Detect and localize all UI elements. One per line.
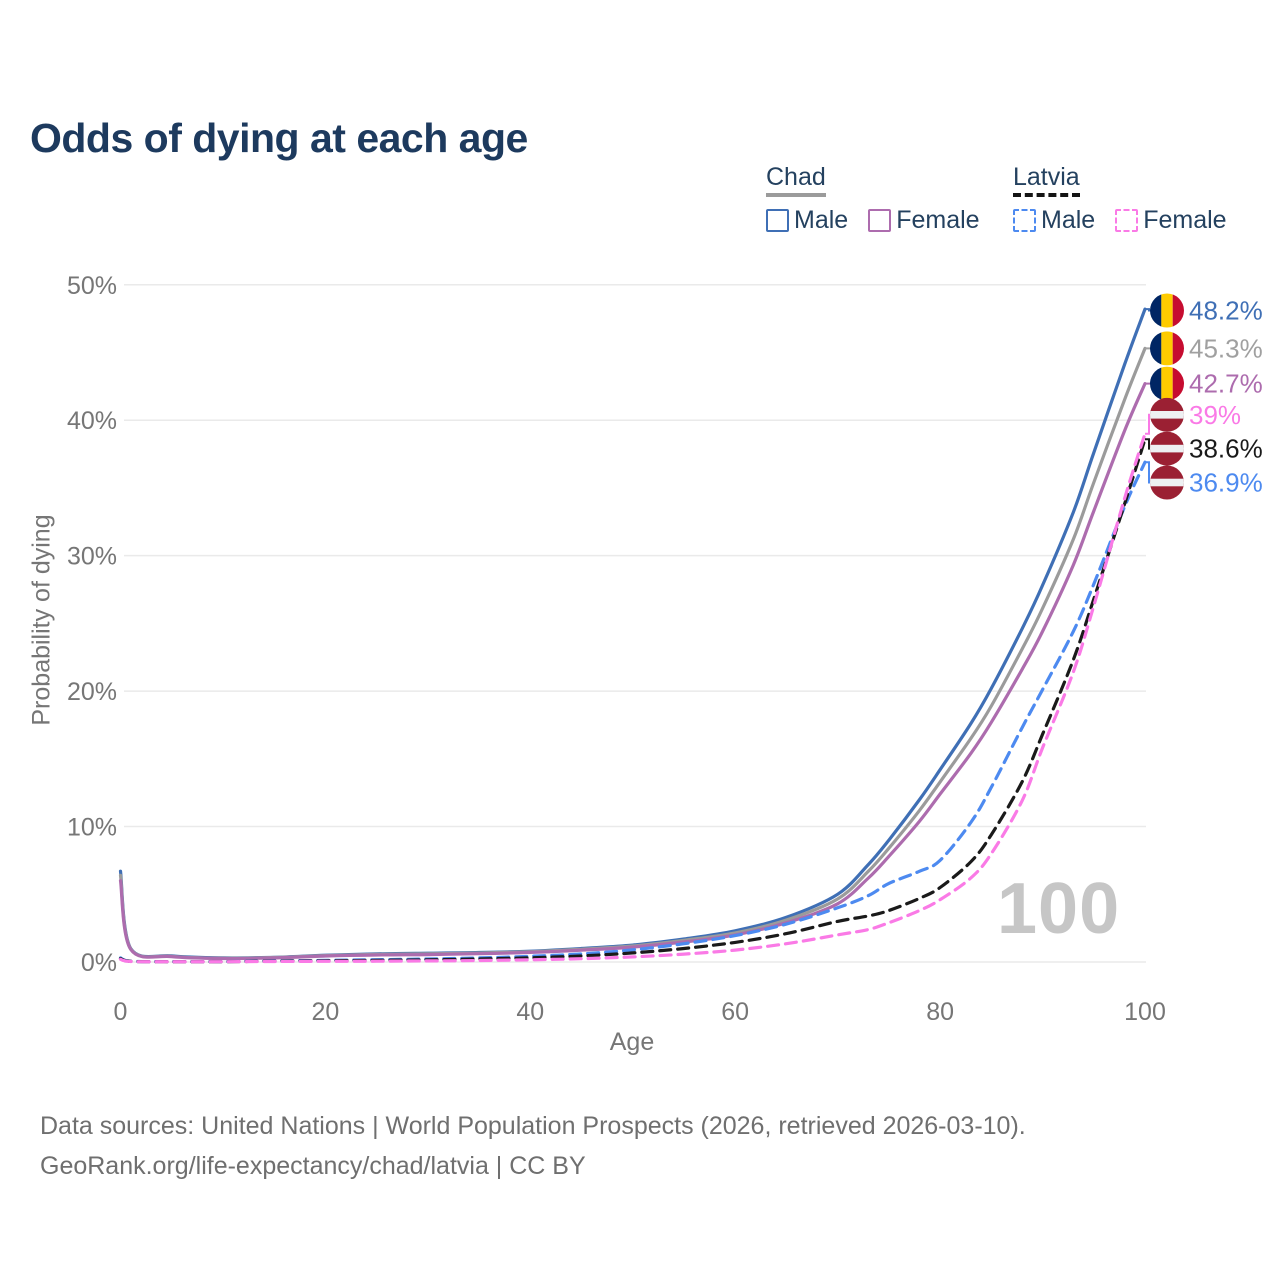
age-counter-watermark: 100	[997, 869, 1121, 949]
end-value-label: 38.6%	[1189, 434, 1263, 464]
legend-item-chad-female[interactable]: Female	[868, 206, 980, 235]
end-value-label: 39%	[1189, 400, 1241, 430]
legend-item-latvia-female[interactable]: Female	[1115, 206, 1227, 235]
x-tick-label: 40	[516, 998, 544, 1026]
x-axis-title: Age	[609, 1028, 655, 1056]
chad-flag-icon	[1150, 366, 1184, 401]
latvia-flag-icon	[1150, 397, 1184, 432]
y-tick-label: 30%	[67, 543, 117, 571]
x-tick-label: 20	[311, 998, 339, 1026]
end-value-label: 36.9%	[1189, 468, 1263, 498]
legend-group-chad: Chad Male Female	[766, 163, 980, 235]
latvia-female-swatch-icon	[1115, 209, 1139, 232]
latvia-flag-icon	[1150, 465, 1184, 500]
chad-male-swatch-icon	[766, 209, 789, 232]
series-line-chad-female	[118, 382, 1147, 961]
y-tick-label: 50%	[67, 272, 117, 300]
legend-label: Male	[794, 206, 849, 234]
series-line-latvia-both-sexes	[118, 437, 1147, 964]
end-value-label: 48.2%	[1189, 295, 1263, 325]
y-tick-label: 10%	[67, 814, 117, 842]
legend-country-chad[interactable]: Chad	[766, 163, 826, 197]
series-line-chad-both-sexes	[118, 346, 1147, 960]
chad-flag-icon	[1150, 331, 1184, 366]
end-value-label: 45.3%	[1189, 333, 1263, 363]
series-line-latvia-male	[118, 460, 1147, 964]
footer-data-sources: Data sources: United Nations | World Pop…	[40, 1112, 1026, 1140]
footer-attribution: GeoRank.org/life-expectancy/chad/latvia …	[40, 1152, 586, 1180]
x-tick-label: 0	[114, 998, 128, 1026]
y-tick-label: 0%	[81, 949, 117, 977]
x-tick-label: 100	[1124, 998, 1166, 1026]
series-line-chad-male	[118, 307, 1147, 960]
series-line-latvia-female	[118, 432, 1147, 964]
x-tick-label: 60	[721, 998, 749, 1026]
chad-flag-icon	[1150, 293, 1184, 328]
y-axis-title: Probability of dying	[27, 514, 56, 726]
legend-item-chad-male[interactable]: Male	[766, 206, 848, 235]
y-tick-label: 40%	[67, 407, 117, 435]
x-tick-label: 80	[926, 998, 954, 1026]
footer: Data sources: United Nations | World Pop…	[40, 1106, 1026, 1186]
legend-label: Female	[896, 206, 980, 234]
legend-label: Male	[1041, 206, 1096, 234]
legend-label: Female	[1143, 206, 1227, 234]
y-tick-label: 20%	[67, 678, 117, 706]
legend-item-latvia-male[interactable]: Male	[1013, 206, 1095, 235]
latvia-male-swatch-icon	[1013, 209, 1036, 232]
chad-female-swatch-icon	[868, 209, 892, 232]
page-title: Odds of dying at each age	[30, 115, 528, 162]
latvia-flag-icon	[1150, 431, 1184, 466]
end-value-label: 42.7%	[1189, 369, 1263, 399]
legend-country-latvia[interactable]: Latvia	[1013, 163, 1080, 197]
legend-group-latvia: Latvia Male Female	[1013, 163, 1227, 235]
